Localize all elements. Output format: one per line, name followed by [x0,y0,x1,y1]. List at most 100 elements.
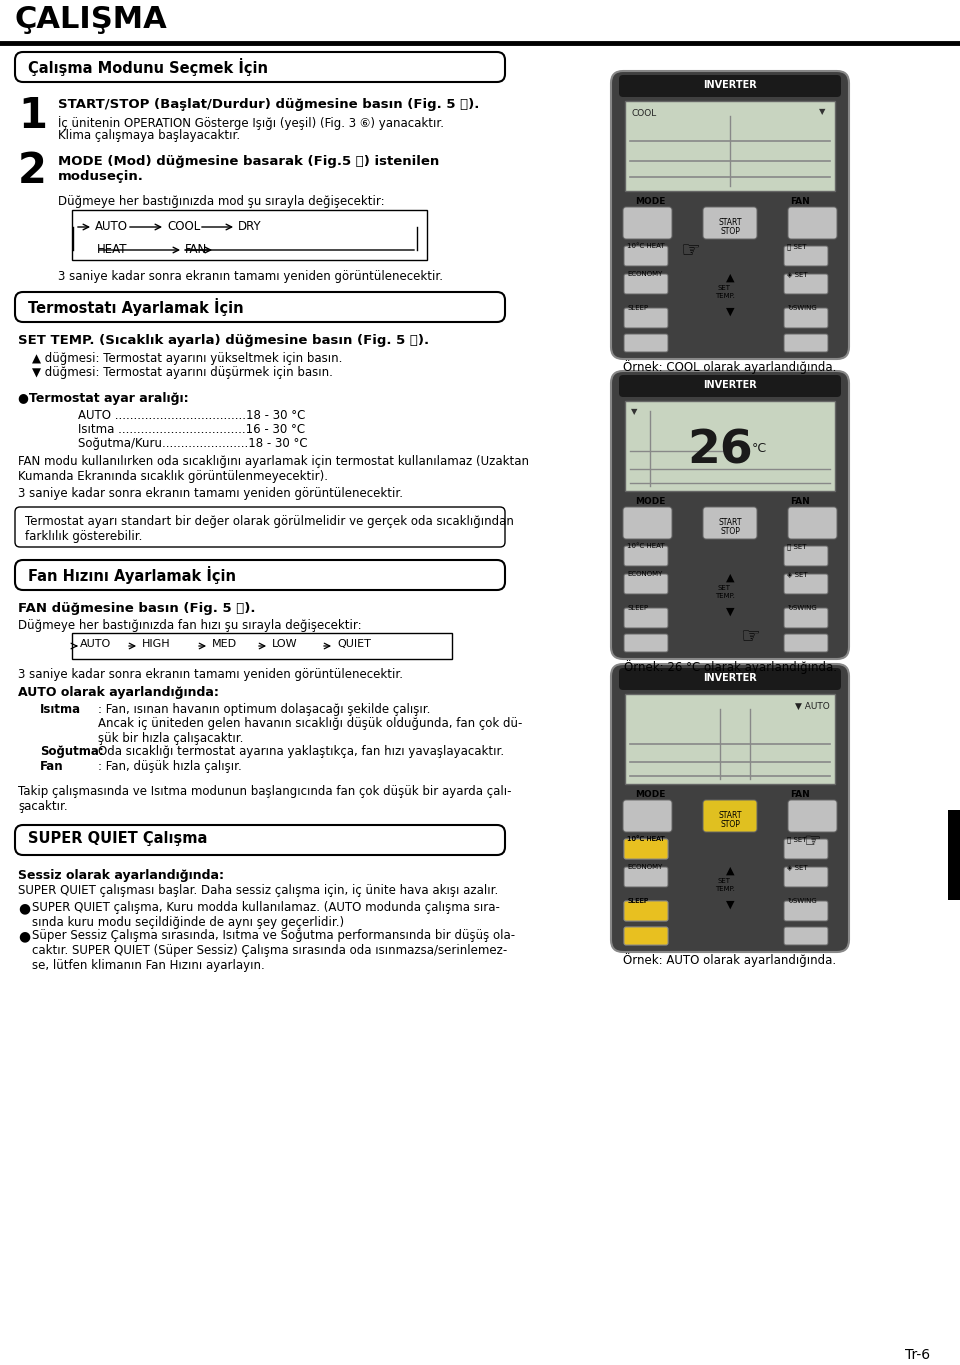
FancyBboxPatch shape [623,800,672,833]
Text: İç ünitenin OPERATION Gösterge Işığı (yeşil) (Fig. 3 ⑥) yanacaktır.: İç ünitenin OPERATION Gösterge Işığı (ye… [58,116,444,130]
Text: ☞: ☞ [680,242,700,261]
Text: INVERTER: INVERTER [703,379,756,390]
FancyBboxPatch shape [624,927,668,945]
Text: ▼: ▼ [726,307,734,317]
FancyBboxPatch shape [624,867,668,887]
Text: 10°C HEAT: 10°C HEAT [627,543,664,549]
Text: START: START [718,218,742,227]
FancyBboxPatch shape [624,839,668,859]
Text: ÇALIŞMA: ÇALIŞMA [15,5,168,34]
Text: Ancak iç üniteden gelen havanın sıcaklığı düşük olduğunda, fan çok dü-
şük bir h: Ancak iç üniteden gelen havanın sıcaklığ… [98,717,522,745]
FancyBboxPatch shape [784,308,828,328]
FancyBboxPatch shape [624,633,668,652]
Text: AUTO ...................................18 - 30 °C: AUTO ...................................… [78,410,305,422]
FancyBboxPatch shape [703,800,757,833]
FancyBboxPatch shape [15,824,505,854]
Text: Fan Hızını Ayarlamak İçin: Fan Hızını Ayarlamak İçin [28,566,236,584]
Text: SET: SET [718,586,731,591]
Text: Termostat ayarı standart bir değer olarak görülmelidir ve gerçek oda sıcaklığınd: Termostat ayarı standart bir değer olara… [25,515,514,543]
Text: SUPER QUIET çalışma, Kuru modda kullanılamaz. (AUTO modunda çalışma sıra-
sında : SUPER QUIET çalışma, Kuru modda kullanıl… [32,901,500,930]
Text: Örnek: AUTO olarak ayarlandığında.: Örnek: AUTO olarak ayarlandığında. [623,953,836,966]
Text: ECONOMY: ECONOMY [627,864,662,870]
FancyBboxPatch shape [611,663,849,951]
Text: ↻SWING: ↻SWING [787,605,817,612]
FancyBboxPatch shape [611,71,849,359]
Text: FAN: FAN [790,497,809,506]
Text: SLEEP: SLEEP [627,605,648,612]
Text: COOL: COOL [167,220,201,233]
Text: 10°C HEAT: 10°C HEAT [627,243,664,248]
Text: FAN: FAN [790,790,809,799]
Text: MODE (Mod) düğmesine basarak (Fig.5 ⑰) istenilen: MODE (Mod) düğmesine basarak (Fig.5 ⑰) i… [58,156,440,168]
FancyBboxPatch shape [624,246,668,266]
Text: ●: ● [18,930,30,943]
Bar [948,809,960,900]
Text: SET: SET [718,285,731,291]
Text: Termostatı Ayarlamak İçin: Termostatı Ayarlamak İçin [28,298,244,317]
Text: 3 saniye kadar sonra ekranın tamamı yeniden görüntülenecektir.: 3 saniye kadar sonra ekranın tamamı yeni… [18,667,403,681]
Text: Klima çalışmaya başlayacaktır.: Klima çalışmaya başlayacaktır. [58,130,240,142]
FancyBboxPatch shape [15,560,505,590]
Text: START/STOP (Başlat/Durdur) düğmesine basın (Fig. 5 ⓢ).: START/STOP (Başlat/Durdur) düğmesine bas… [58,98,479,111]
Text: ◈ SET: ◈ SET [787,272,807,277]
FancyBboxPatch shape [15,506,505,547]
Text: SUPER QUIET Çalışma: SUPER QUIET Çalışma [28,831,207,846]
Text: ECONOMY: ECONOMY [627,272,662,277]
FancyBboxPatch shape [619,75,841,97]
Text: Isıtma ..................................16 - 30 °C: Isıtma .................................… [78,423,305,435]
Text: ↻SWING: ↻SWING [787,898,817,904]
Text: ↻SWING: ↻SWING [787,304,817,311]
FancyBboxPatch shape [784,575,828,594]
Text: AUTO: AUTO [80,639,111,648]
Text: MODE: MODE [635,790,665,799]
Text: Oda sıcaklığı termostat ayarına yaklaştıkça, fan hızı yavaşlayacaktır.: Oda sıcaklığı termostat ayarına yaklaştı… [98,745,504,758]
Text: 3 saniye kadar sonra ekranın tamamı yeniden görüntülenecektir.: 3 saniye kadar sonra ekranın tamamı yeni… [58,270,443,283]
Text: FAN modu kullanılırken oda sıcaklığını ayarlamak için termostat kullanılamaz (Uz: FAN modu kullanılırken oda sıcaklığını a… [18,455,529,483]
Text: Düğmeye her bastığınızda mod şu sırayla değişecektir:: Düğmeye her bastığınızda mod şu sırayla … [58,195,385,207]
Text: AUTO: AUTO [95,220,128,233]
Text: ▲: ▲ [726,865,734,876]
Text: SET: SET [718,878,731,885]
Text: ▼: ▼ [726,900,734,910]
Text: ECONOMY: ECONOMY [627,571,662,577]
FancyBboxPatch shape [624,546,668,566]
Text: Sessiz olarak ayarlandığında:: Sessiz olarak ayarlandığında: [18,870,224,882]
FancyBboxPatch shape [784,334,828,352]
Text: 10°C HEAT: 10°C HEAT [627,835,664,842]
FancyBboxPatch shape [788,207,837,239]
Text: DRY: DRY [238,220,262,233]
Bar [72,633,452,659]
FancyBboxPatch shape [619,375,841,397]
FancyBboxPatch shape [624,901,668,921]
Text: INVERTER: INVERTER [703,673,756,682]
FancyBboxPatch shape [624,839,668,859]
Text: STOP: STOP [720,820,740,829]
Text: Tr-6: Tr-6 [905,1349,930,1362]
Text: SLEEP: SLEEP [627,304,648,311]
Text: : Fan, ısınan havanın optimum dolaşacağı şekilde çalışır.: : Fan, ısınan havanın optimum dolaşacağı… [98,703,430,717]
Text: ▼: ▼ [819,106,826,116]
FancyBboxPatch shape [15,292,505,322]
Text: ▲: ▲ [726,573,734,583]
FancyBboxPatch shape [788,800,837,833]
Text: ▼: ▼ [726,607,734,617]
FancyBboxPatch shape [784,274,828,293]
Text: START: START [718,811,742,820]
FancyBboxPatch shape [624,927,668,945]
Text: Takip çalışmasında ve Isıtma modunun başlangıcında fan çok düşük bir ayarda çalı: Takip çalışmasında ve Isıtma modunun baş… [18,785,512,814]
Text: ☞: ☞ [804,833,821,850]
FancyBboxPatch shape [703,207,757,239]
Text: ⛉ SET: ⛉ SET [787,243,806,250]
Text: Soğutma/Kuru.......................18 - 30 °C: Soğutma/Kuru.......................18 - … [78,437,307,450]
Text: INVERTER: INVERTER [703,81,756,90]
Text: TEMP.: TEMP. [715,592,734,599]
Text: ▲ düğmesi: Termostat ayarını yükseltmek için basın.: ▲ düğmesi: Termostat ayarını yükseltmek … [32,352,343,364]
Text: Soğutma:: Soğutma: [40,745,104,758]
Text: LOW: LOW [272,639,298,648]
FancyBboxPatch shape [624,308,668,328]
FancyBboxPatch shape [784,867,828,887]
Text: FAN: FAN [790,197,809,206]
Text: FAN: FAN [185,243,207,257]
FancyBboxPatch shape [619,667,841,689]
Text: 26: 26 [687,429,753,474]
